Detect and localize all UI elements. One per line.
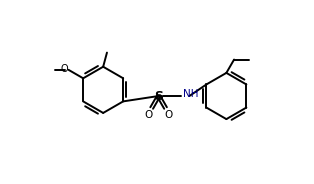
- Text: NH: NH: [183, 89, 199, 99]
- Text: O: O: [165, 109, 173, 120]
- Text: O: O: [144, 109, 153, 120]
- Text: O: O: [61, 64, 68, 75]
- Text: S: S: [154, 89, 163, 102]
